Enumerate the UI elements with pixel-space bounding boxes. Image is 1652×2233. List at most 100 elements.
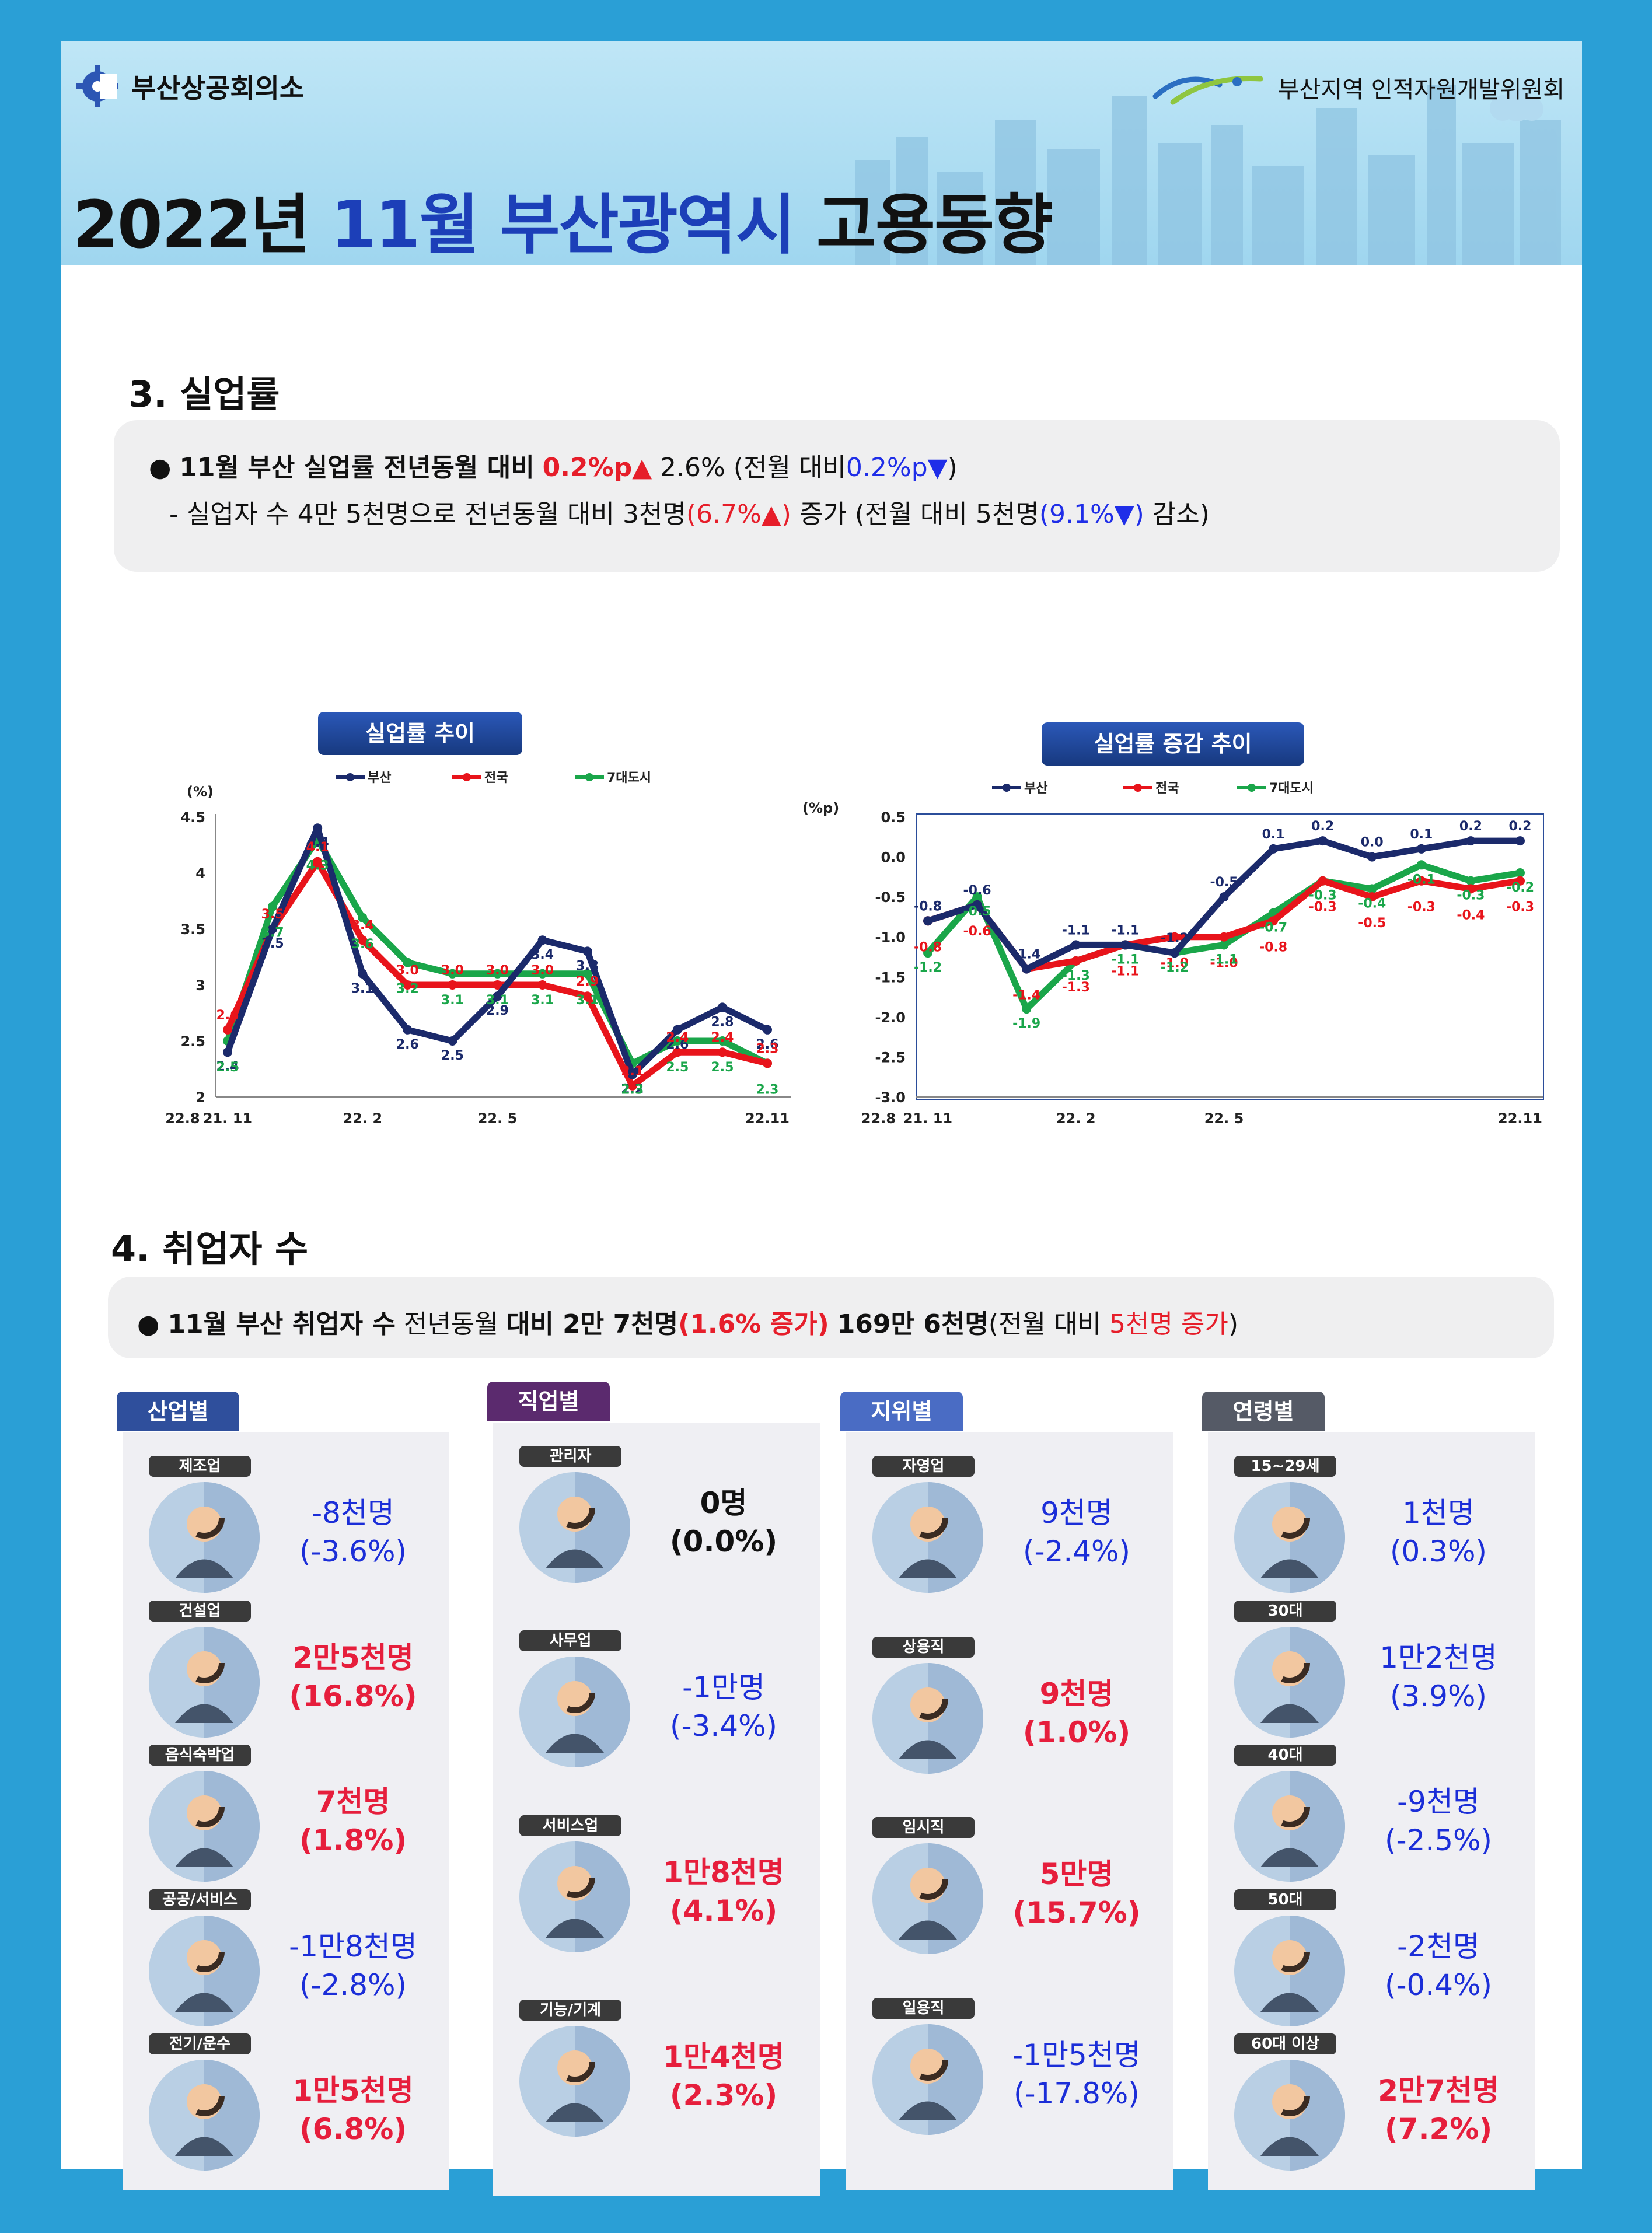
change-value: -8천명 (-3.6%) [277, 1494, 429, 1571]
data-point [493, 969, 502, 979]
org-left-name: 부산상공회의소 [131, 72, 305, 104]
data-label: 0.1 [1262, 827, 1285, 842]
data-label: 3.2 [396, 982, 419, 997]
plot-frame [916, 813, 1544, 1100]
data-label: 3.4 [531, 948, 554, 962]
change-count: -8천명 [312, 1496, 394, 1530]
data-point [268, 901, 278, 911]
y-tick-label: 4.5 [180, 809, 205, 826]
summary-bold: 11월 부산 실업률 전년동월 대비 [179, 453, 535, 483]
data-label: 2.6 [216, 1008, 239, 1023]
summary-plain1: 전년동월 [403, 1309, 498, 1339]
data-label: 2.4 [711, 1030, 734, 1045]
line2-text1: - 실업자 수 4만 5천명으로 전년동월 대비 3천명 [169, 499, 686, 529]
y-tick-label: -1.0 [875, 929, 906, 946]
data-point [763, 1025, 772, 1035]
change-percent: (-3.4%) [669, 1709, 778, 1743]
elderly-couple-icon [1234, 2060, 1345, 2171]
data-point [1022, 1004, 1032, 1014]
data-label: -0.6 [963, 924, 991, 939]
data-label: 2.3 [756, 1082, 779, 1097]
mom-change: 0.2%p▼ [846, 453, 948, 483]
data-point [1367, 852, 1377, 862]
bullet: ● [137, 1309, 160, 1339]
change-percent: (0.3%) [1389, 1535, 1487, 1568]
chamber-gear-icon [76, 65, 118, 107]
data-point [358, 969, 368, 979]
section4-summary-box [108, 1277, 1554, 1358]
change-count: -1만5천명 [1012, 2038, 1141, 2072]
data-label: -0.3 [1309, 889, 1337, 903]
change-value: 1만2천명 (3.9%) [1363, 1638, 1514, 1715]
category-tag: 건설업 [149, 1600, 251, 1622]
change-count: 5만명 [1039, 1857, 1114, 1891]
page: 부산상공회의소 부산지역 인적자원개발위원회 2022년 11월 부산광역시 고… [61, 41, 1582, 2196]
category-tag: 공공/서비스 [149, 1889, 251, 1910]
change-count: 2만7천명 [1378, 2074, 1499, 2108]
legend-label: 전국 [1155, 781, 1179, 796]
data-label: 2.5 [666, 1060, 689, 1075]
gear-icon [149, 1482, 260, 1593]
change-count: 9천명 [1040, 1496, 1113, 1530]
y-tick-label: 2 [195, 1089, 205, 1106]
data-label: 2.3 [621, 1082, 644, 1097]
change-value: 0명 (0.0%) [648, 1484, 799, 1561]
paren-close: ) [1228, 1309, 1239, 1339]
x-tick-label: 22.8 [165, 1110, 200, 1127]
young-couple-icon [1234, 1482, 1345, 1593]
data-label: 2.3 [756, 1042, 779, 1056]
data-label: -0.4 [1457, 908, 1485, 922]
job-newspaper-icon [872, 2024, 983, 2135]
change-count: 1천명 [1402, 1496, 1475, 1530]
data-label: 3.5 [261, 936, 284, 951]
change-count: 9천명 [1039, 1676, 1114, 1711]
data-label: -1.3 [1062, 969, 1090, 983]
y-tick-label: -2.0 [875, 1009, 906, 1026]
line2-change2: (9.1%▼) [1039, 499, 1144, 529]
data-label: 2.9 [576, 974, 599, 989]
y-tick-label: 3.5 [180, 921, 205, 938]
data-label: 4.4 [306, 836, 329, 850]
data-point [493, 991, 502, 1001]
data-label: -1.1 [1111, 923, 1139, 938]
legend-label: 부산 [1024, 781, 1047, 796]
change-value: 9천명 (-2.4%) [1001, 1494, 1152, 1571]
data-label: 0.2 [1459, 819, 1482, 834]
data-label: 3.0 [531, 963, 554, 978]
data-label: 2.2 [621, 1082, 644, 1097]
data-point [1022, 964, 1032, 974]
data-label: 0.1 [1410, 827, 1433, 842]
data-point [1318, 836, 1328, 846]
paren-open: (전월 대비 [988, 1309, 1101, 1339]
y-axis-label: (%p) [802, 800, 839, 816]
change-value: 5만명 (15.7%) [1001, 1855, 1152, 1932]
committee-logo-icon [1152, 76, 1263, 105]
cloud-devices-icon [149, 2060, 260, 2171]
manager-icon [519, 1472, 630, 1583]
y-tick-label: -1.5 [875, 969, 906, 986]
service-worker-icon [519, 1841, 630, 1952]
data-point [923, 948, 932, 958]
data-point [582, 991, 592, 1001]
building-icon [149, 1771, 260, 1882]
data-label: -1.1 [1111, 964, 1139, 979]
data-label: 3.1 [441, 993, 464, 1008]
y-tick-label: -2.5 [875, 1049, 906, 1065]
line2-change1: (6.7%▲) [686, 499, 791, 529]
couple-50s-icon [1234, 1915, 1345, 2026]
data-point [1269, 916, 1279, 926]
change-percent: (16.8%) [289, 1679, 417, 1713]
change-percent: (-3.6%) [299, 1535, 407, 1568]
data-point [763, 1058, 772, 1068]
data-label: -1.9 [1012, 1016, 1040, 1031]
data-label: 3.1 [531, 993, 554, 1008]
category-tag: 60대 이상 [1234, 2033, 1336, 2055]
change-percent: (-2.4%) [1022, 1535, 1131, 1568]
category-tag: 자영업 [872, 1456, 975, 1477]
column-tab: 직업별 [487, 1382, 610, 1421]
data-label: -1.1 [1210, 952, 1238, 967]
y-axis-label: (%) [187, 784, 214, 800]
data-point [1466, 884, 1476, 894]
data-point [537, 980, 547, 990]
data-point [448, 969, 457, 979]
